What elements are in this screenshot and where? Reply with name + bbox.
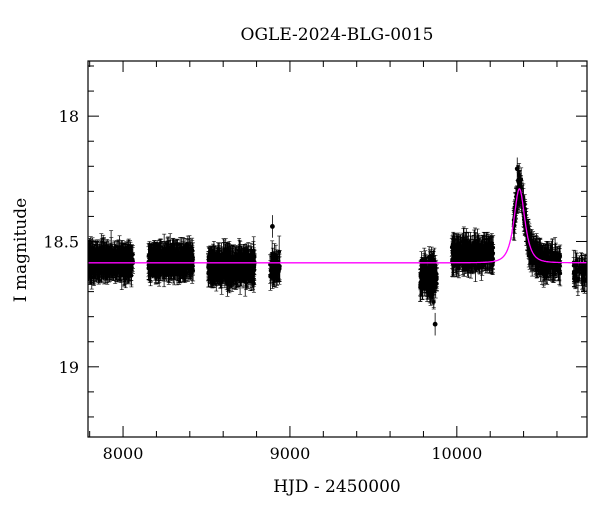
data-point — [270, 215, 275, 238]
data-point — [129, 246, 134, 273]
data-point — [111, 257, 116, 273]
x-tick-label: 8000 — [103, 444, 144, 463]
y-tick-label: 19 — [59, 358, 79, 377]
y-tick-label: 18 — [59, 107, 79, 126]
data-point — [106, 251, 111, 269]
data-point — [432, 312, 438, 336]
chart-title: OGLE-2024-BLG-0015 — [241, 25, 434, 45]
y-tick-label: 18.5 — [43, 232, 79, 251]
data-layer — [88, 157, 587, 336]
data-point — [118, 257, 123, 277]
x-tick-label: 10000 — [431, 444, 482, 463]
data-point — [91, 256, 96, 274]
y-axis-label: I magnitude — [11, 198, 31, 302]
plot-area: 8000 9000 10000 18 18.5 19 — [43, 60, 588, 463]
x-tick-label: 9000 — [270, 444, 311, 463]
x-axis-label: HJD - 2450000 — [273, 477, 401, 497]
